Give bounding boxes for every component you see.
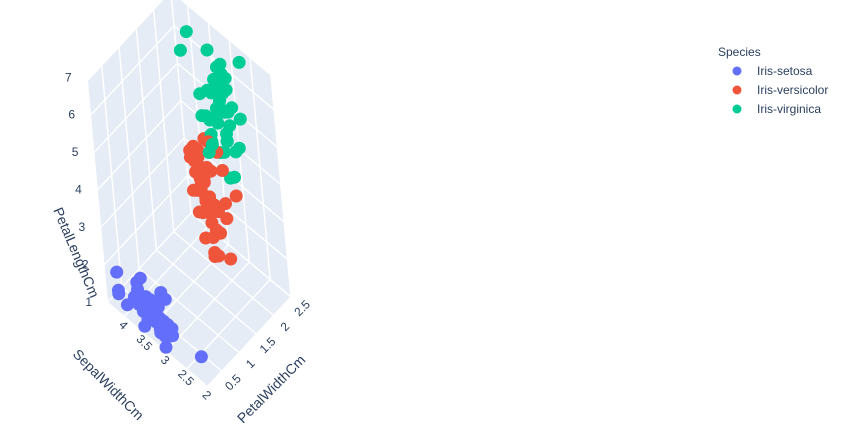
data-point-iris-virginica [223,119,237,133]
legend-entry-label: Iris-virginica [757,102,821,116]
data-point-iris-versicolor [220,212,234,226]
data-point-iris-versicolor [203,190,216,204]
legend: Species Iris-setosa Iris-versicolor Iris-v… [718,45,828,116]
z-tick-label: 6 [68,108,75,122]
z-tick-label: 7 [65,70,72,84]
data-point-iris-versicolor [224,252,238,266]
x-tick-label: 3 [158,353,173,368]
data-point-iris-setosa [194,350,208,364]
data-point-iris-virginica [173,43,187,57]
data-point-iris-versicolor [204,205,218,219]
grid-line-y [138,268,240,354]
data-points [110,25,247,364]
grid-line-y [173,231,275,317]
grid-line-z [87,0,161,78]
y-tick-label: 2 [278,319,293,334]
y-tick-label: 1.5 [257,334,279,356]
data-point-iris-virginica [214,67,228,81]
legend-title: Species [718,45,761,59]
data-point-iris-versicolor [229,189,243,203]
floor-wall [108,213,291,386]
z-tick-label: 1 [85,295,92,309]
legend-marker [732,85,742,95]
grid-line-z [97,100,182,191]
data-point-iris-setosa [133,271,147,285]
x-axis-title: SepalWidthCm [70,346,147,423]
grid-line-z [90,25,175,116]
data-point-iris-virginica [195,109,209,123]
data-point-iris-versicolor [200,161,214,174]
data-point-iris-virginica [232,55,246,69]
data-point-iris-versicolor [192,205,206,219]
z-tick-label: 5 [72,145,79,159]
data-point-iris-setosa [110,265,124,279]
z-tick-label: 4 [75,183,82,197]
x-tick-label: 4 [116,318,131,333]
data-point-iris-versicolor [219,197,232,211]
data-point-iris-setosa [143,293,157,307]
data-point-iris-versicolor [215,164,229,177]
data-point-iris-setosa [159,340,173,354]
grid-line-y [155,249,257,335]
data-point-iris-virginica [233,112,247,126]
data-point-iris-versicolor [193,172,207,186]
z-axis-title: PetalLengthCm [50,205,102,300]
data-point-iris-virginica [200,43,214,57]
x-tick-label: 2 [200,388,215,403]
data-point-iris-virginica [207,112,221,126]
y-tick-label: 1 [243,356,258,371]
data-point-iris-virginica [220,134,234,148]
y-tick-label: 2.5 [291,297,313,319]
data-point-iris-virginica [213,93,227,107]
z-tick-label: 3 [79,220,86,234]
legend-marker [732,66,742,76]
z-tick-label: 2 [82,258,89,272]
data-point-iris-virginica [229,145,243,159]
grid-line-z [104,175,189,266]
data-point-iris-setosa [112,287,126,301]
legend-entry-label: Iris-setosa [757,64,813,78]
data-point-iris-virginica [228,170,241,184]
data-point-iris-versicolor [212,249,226,263]
data-point-iris-versicolor [214,226,228,240]
data-point-iris-virginica [221,105,235,118]
y-tick-label: 0.5 [222,371,244,393]
grid-line-x [270,75,292,298]
grid-line-z [100,137,185,228]
legend-marker [732,104,742,114]
data-point-iris-setosa [166,329,180,343]
grid-line-z [183,0,272,73]
data-point-iris-virginica [179,25,193,39]
data-point-iris-virginica [193,87,207,101]
grid-line-z [93,62,178,153]
legend-entry-label: Iris-versicolor [757,83,828,97]
data-point-iris-versicolor [183,150,197,164]
data-point-iris-virginica [205,138,219,151]
